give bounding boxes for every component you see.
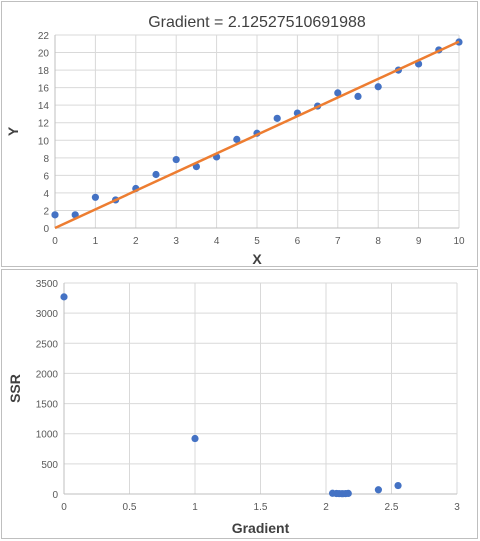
x-tick-label: 8	[375, 236, 381, 247]
data-point	[374, 83, 382, 91]
x-tick-label: 2	[133, 236, 139, 247]
top-chart-panel: 0 1 2 3 4 5 6 7 8 9 10 0 2 4 6 8 10 12 14 16 18 20 22 Gradient …	[1, 1, 478, 267]
x-tick-label: 0	[52, 236, 58, 247]
x-tick-label: 1	[93, 236, 99, 247]
chart-title: Gradient = 2.12527510691988	[148, 14, 366, 31]
x-tick-label: 0	[61, 502, 67, 513]
y-tick-label: 6	[43, 171, 49, 182]
data-point	[172, 155, 180, 164]
data-point	[233, 135, 241, 143]
y-tick-label: 8	[43, 154, 49, 165]
x-axis-title: Gradient	[232, 520, 290, 536]
fit-line	[54, 40, 460, 230]
y-tick-label: 22	[38, 31, 50, 42]
x-tick-label: 4	[214, 236, 220, 247]
y-tick-label: 16	[38, 84, 50, 95]
data-point	[152, 170, 160, 179]
x-tick-label: 3	[173, 236, 179, 247]
ssr-vs-gradient-chart: 0 0.5 1 1.5 2 2.5 3 0 500 1000 1500 2000 2500 3000 350…	[7, 279, 460, 536]
data-point	[91, 193, 99, 201]
y-axis-title: Y	[5, 126, 21, 136]
x-tick-label: 7	[335, 236, 341, 247]
data-point	[394, 481, 402, 490]
x-tick-label: 10	[453, 236, 465, 247]
data-point	[334, 89, 342, 97]
x-tick-label: 2	[323, 502, 329, 513]
y-tick-label: 4	[43, 189, 49, 200]
bottom-chart-panel: 0 0.5 1 1.5 2 2.5 3 0 500 1000 1500 2000 2500 3000 350…	[1, 269, 478, 539]
y-axis-title: SSR	[7, 374, 23, 403]
y-tick-label: 20	[38, 49, 50, 60]
data-point	[60, 293, 68, 301]
x-tick-label: 2.5	[385, 502, 399, 513]
y-tick-label: 2500	[36, 339, 59, 350]
x-tick-label: 1	[192, 502, 198, 513]
data-point	[354, 92, 362, 101]
y-tick-label: 2000	[36, 369, 59, 380]
y-tick-label: 500	[41, 460, 58, 471]
y-tick-label: 18	[38, 66, 50, 77]
data-point	[51, 211, 59, 219]
data-point	[374, 486, 382, 494]
y-tick-label: 3500	[36, 279, 59, 290]
data-point	[191, 434, 199, 443]
data-point	[344, 489, 352, 497]
y-tick-label: 12	[38, 119, 50, 130]
x-tick-label: 6	[295, 236, 301, 247]
x-tick-label: 1.5	[254, 502, 268, 513]
y-tick-label: 2	[43, 206, 49, 217]
y-tick-label: 14	[38, 101, 50, 112]
y-tick-label: 0	[52, 490, 58, 501]
y-tick-label: 0	[43, 224, 49, 235]
y-tick-label: 10	[38, 136, 50, 147]
x-tick-label: 0.5	[123, 502, 137, 513]
data-point	[273, 114, 281, 122]
line-fit-scatter-chart: 0 1 2 3 4 5 6 7 8 9 100246810121416182022Gradient …	[5, 14, 465, 266]
x-tick-label: 5	[254, 236, 260, 247]
y-tick-label: 3000	[36, 309, 59, 320]
x-axis-title: X	[252, 251, 262, 266]
y-tick-label: 1500	[36, 400, 59, 411]
y-tick-label: 1000	[36, 430, 59, 441]
x-tick-label: 3	[454, 502, 460, 513]
x-tick-label: 9	[416, 236, 422, 247]
